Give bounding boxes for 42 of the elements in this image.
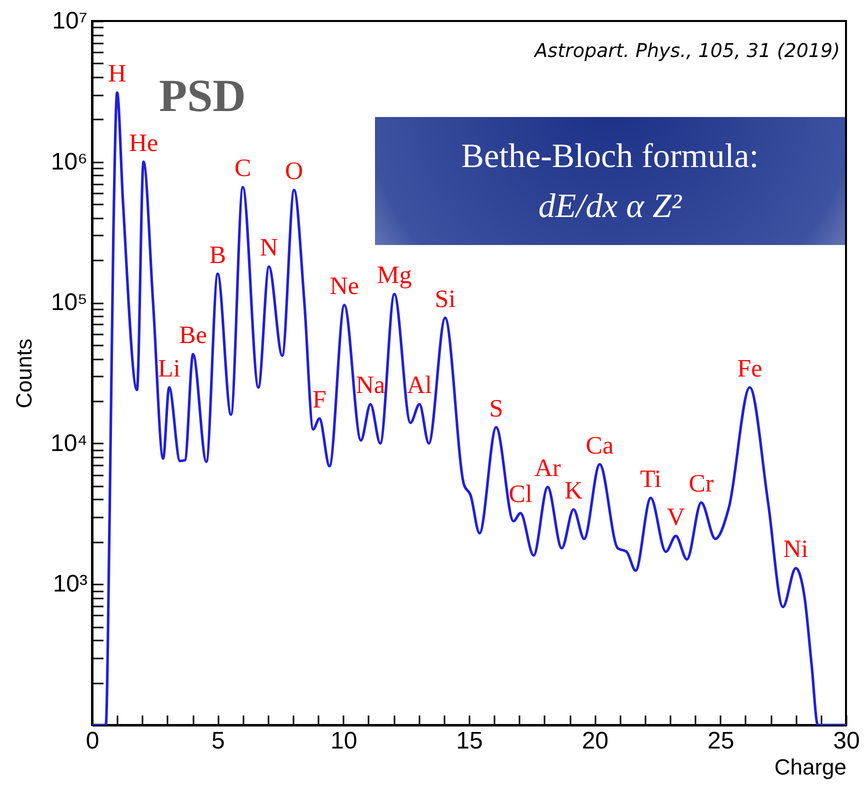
y-tick-label: 10⁶	[50, 148, 88, 176]
annotation: Ti	[640, 466, 662, 493]
annotation: Be	[179, 322, 207, 350]
x-tick-label: 0	[86, 728, 100, 754]
x-tick-label: 30	[833, 728, 860, 754]
annotation: B	[209, 242, 226, 269]
annotation: C	[234, 155, 252, 182]
annotation: Ni	[783, 536, 808, 564]
annotation: Astropart. Phys., 105, 31 (2019)	[532, 40, 840, 62]
y-axis-title: Counts	[11, 338, 36, 408]
x-tick-label: 5	[211, 728, 225, 754]
annotation: Si	[434, 286, 456, 313]
annotation: N	[260, 234, 278, 262]
annotation: V	[666, 504, 685, 531]
y-tick-label: 10⁵	[50, 289, 88, 316]
annotation: PSD	[159, 70, 246, 121]
x-axis-title: Charge	[774, 754, 846, 780]
x-tick-label: 20	[582, 728, 609, 754]
annotation: Ne	[330, 273, 359, 300]
annotation: Bethe-Bloch formula:	[461, 138, 759, 175]
annotation: Mg	[376, 262, 412, 290]
annotation: S	[489, 395, 504, 422]
annotation: Li	[158, 355, 180, 382]
y-tick-label: 10⁷	[52, 8, 88, 34]
annotation: Cr	[688, 470, 714, 498]
x-tick-label: 10	[330, 728, 358, 754]
annotation: Cl	[508, 481, 532, 508]
annotation: He	[128, 130, 158, 157]
annotation: H	[108, 60, 126, 88]
annotation: K	[564, 477, 583, 504]
annotation: O	[285, 158, 304, 186]
annotation: Na	[356, 372, 386, 400]
annotation: Ca	[586, 432, 614, 460]
annotation: Ar	[534, 455, 562, 482]
y-tick-label: 10⁴	[50, 430, 88, 457]
annotation: Al	[406, 372, 432, 400]
annotation: F	[312, 386, 326, 414]
y-tick-label: 10³	[52, 570, 88, 598]
x-tick-label: 15	[456, 728, 483, 754]
annotation: Fe	[737, 355, 762, 382]
x-tick-label: 25	[707, 728, 734, 754]
annotation: dE/dx α Z²	[538, 188, 682, 225]
